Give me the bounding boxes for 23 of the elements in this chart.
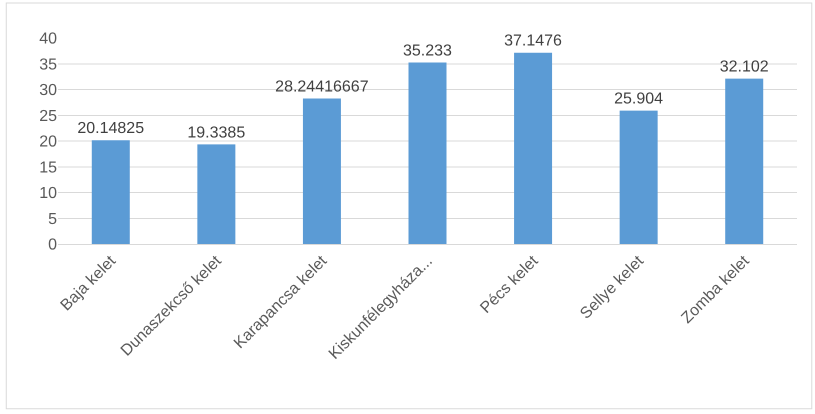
y-tick-label: 20 (39, 134, 58, 151)
data-label: 35.233 (402, 42, 452, 60)
data-label: 28.24416667 (275, 78, 369, 96)
bar (408, 62, 446, 244)
y-tick-label: 0 (48, 236, 58, 254)
y-tick-label: 30 (39, 82, 58, 100)
y-tick-label: 15 (39, 159, 58, 176)
y-tick-label: 5 (48, 210, 58, 228)
y-tick-label: 10 (39, 185, 58, 202)
y-tick-label: 35 (39, 56, 58, 74)
data-label: 19.3385 (187, 124, 246, 142)
y-tick-label: 25 (39, 108, 58, 125)
bar (514, 52, 552, 244)
data-label: 37.1476 (504, 32, 562, 50)
data-label: 25.904 (614, 90, 664, 108)
bar (197, 144, 236, 244)
bar (620, 110, 658, 244)
bar (725, 78, 764, 244)
bar (92, 140, 130, 244)
data-label: 20.14825 (77, 120, 144, 138)
bar (302, 98, 341, 244)
data-label: 32.102 (720, 58, 769, 76)
y-tick-label: 40 (39, 30, 58, 48)
